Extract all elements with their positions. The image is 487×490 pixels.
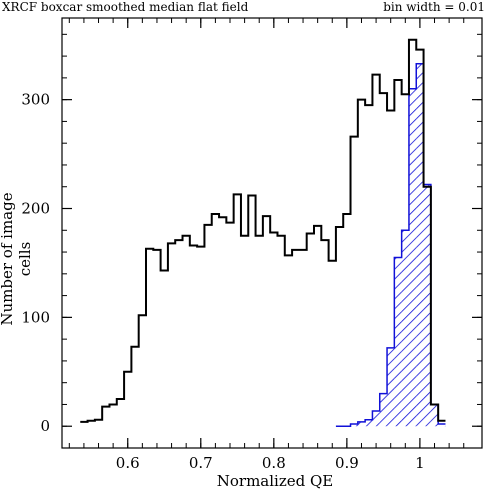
plot-frame — [61, 17, 483, 449]
y-tick-label-0: 0 — [40, 417, 50, 435]
hatched-bar — [430, 404, 439, 427]
y-tick-label-300: 300 — [21, 91, 50, 109]
hatched-bar — [416, 63, 424, 427]
chart-title: XRCF boxcar smoothed median flat field — [2, 0, 249, 14]
hatched-bar — [408, 88, 417, 427]
chart-title-row: XRCF boxcar smoothed median flat field b… — [0, 0, 487, 14]
hatched-bar — [387, 347, 395, 427]
x-tick-label-0.7: 0.7 — [189, 454, 213, 472]
hatched-series-outline — [335, 62, 446, 427]
hatched-bar — [379, 393, 388, 427]
hatched-bar — [394, 257, 402, 427]
x-tick-label-0.9: 0.9 — [335, 454, 359, 472]
chart-subtitle: bin width = 0.01 — [383, 0, 485, 14]
hatched-bar — [401, 230, 409, 427]
hatched-bar — [372, 410, 380, 427]
hatched-bar — [357, 421, 366, 427]
hatched-bar — [350, 424, 358, 427]
histogram-series-line — [80, 38, 446, 423]
hatched-bar — [423, 184, 431, 427]
hatched-bar — [438, 424, 446, 427]
x-tick-label-1: 1 — [415, 454, 425, 472]
y-tick-label-200: 200 — [21, 200, 50, 218]
y-tick-label-100: 100 — [21, 308, 50, 326]
y-axis-label: Number of image cells — [0, 192, 34, 326]
x-axis-label: Normalized QE — [216, 472, 334, 490]
hatched-bar — [365, 419, 373, 427]
x-tick-label-0.8: 0.8 — [262, 454, 286, 472]
x-tick-label-0.6: 0.6 — [116, 454, 140, 472]
